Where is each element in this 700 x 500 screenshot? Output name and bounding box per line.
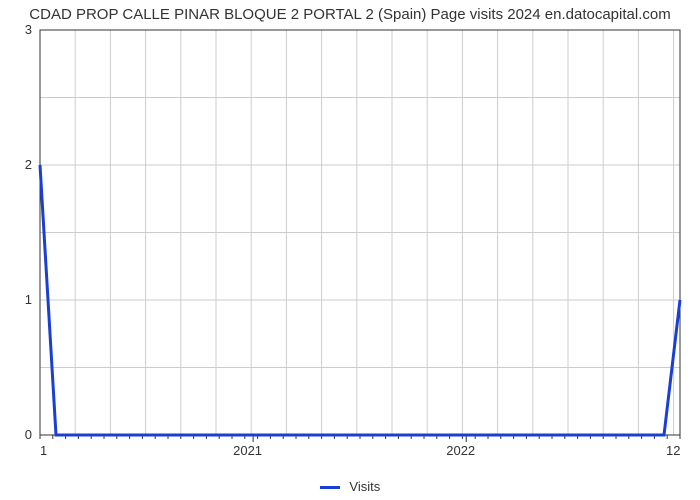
legend: Visits <box>0 479 700 494</box>
legend-label: Visits <box>349 479 380 494</box>
legend-swatch <box>320 486 340 489</box>
x2-tick-label: 1 <box>40 443 47 458</box>
visits-chart: CDAD PROP CALLE PINAR BLOQUE 2 PORTAL 2 … <box>0 0 700 500</box>
plot-area <box>30 20 690 445</box>
x-tick-label: 2022 <box>446 443 475 458</box>
x-tick-label: 2021 <box>233 443 262 458</box>
y-tick-label: 1 <box>0 292 32 307</box>
x2-tick-label: 12 <box>666 443 680 458</box>
y-tick-label: 2 <box>0 157 32 172</box>
y-tick-label: 3 <box>0 22 32 37</box>
y-tick-label: 0 <box>0 427 32 442</box>
